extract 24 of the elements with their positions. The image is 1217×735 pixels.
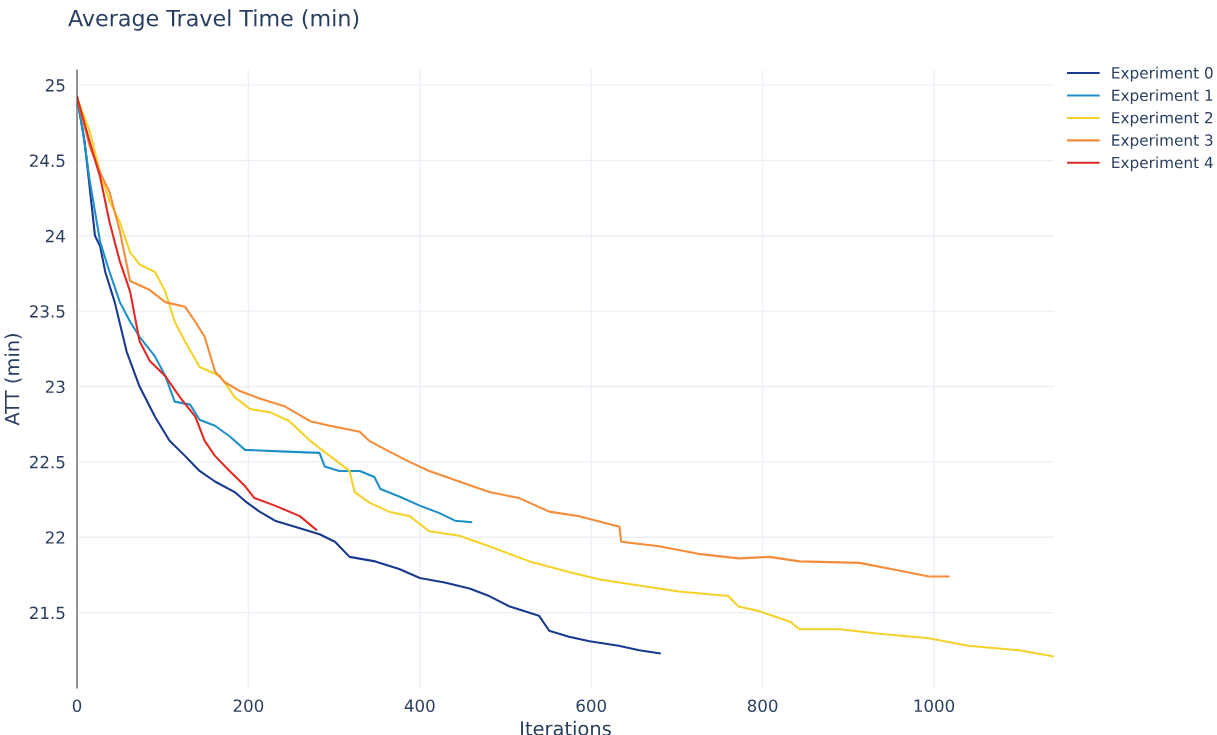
y-tick-label: 25 xyxy=(45,79,65,92)
line-series xyxy=(77,96,1054,658)
x-tick-label: 800 xyxy=(747,699,778,713)
legend-label: Experiment 0 xyxy=(1112,66,1213,82)
x-tick-label: 0 xyxy=(72,699,82,713)
y-axis-title: ATT (min) xyxy=(4,334,22,426)
y-tick-label: 24 xyxy=(45,229,65,243)
y-tick-label: 23 xyxy=(45,380,65,394)
x-tick-label: 400 xyxy=(404,699,435,713)
y-tick-label: 23.5 xyxy=(30,305,65,318)
y-tick-label: 21.5 xyxy=(30,606,65,620)
y-tick-label: 22 xyxy=(45,531,65,544)
x-tick-label: 200 xyxy=(233,699,264,713)
x-tick-label: 600 xyxy=(576,699,607,713)
x-axis-title: Iterations xyxy=(521,720,611,735)
legend-label: Experiment 4 xyxy=(1112,156,1213,172)
line-series xyxy=(77,96,318,531)
y-tick-label: 24.5 xyxy=(30,154,65,168)
chart-title: Average Travel Time (min) xyxy=(68,9,359,31)
legend-label: Experiment 2 xyxy=(1112,111,1213,127)
legend-label: Experiment 3 xyxy=(1112,134,1213,149)
y-tick-label: 22.5 xyxy=(30,455,65,469)
legend-label: Experiment 1 xyxy=(1112,89,1213,105)
x-tick-label: 1000 xyxy=(914,699,955,713)
